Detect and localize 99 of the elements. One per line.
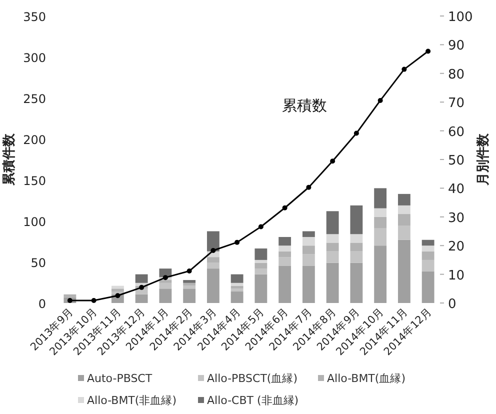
y2-tick-label: 90 bbox=[448, 38, 465, 54]
y-tick-label: 300 bbox=[23, 51, 46, 65]
point bbox=[234, 240, 240, 245]
bar bbox=[302, 246, 315, 254]
bar bbox=[278, 257, 292, 266]
bar bbox=[302, 231, 315, 237]
y-tick-label: 0 bbox=[38, 297, 46, 311]
point bbox=[258, 224, 264, 230]
bar bbox=[350, 242, 363, 252]
bar bbox=[422, 271, 434, 303]
point bbox=[115, 293, 120, 298]
bar bbox=[302, 266, 315, 303]
bar bbox=[422, 240, 434, 246]
bar bbox=[254, 268, 268, 274]
bar bbox=[398, 226, 410, 240]
bar bbox=[398, 240, 410, 303]
y2-tick-label: 20 bbox=[448, 240, 465, 255]
y2-tick-label: 0 bbox=[448, 297, 456, 312]
bar bbox=[159, 280, 172, 283]
bar bbox=[159, 282, 172, 289]
bar bbox=[326, 211, 339, 234]
point bbox=[186, 268, 192, 274]
y-tick-label: 150 bbox=[23, 174, 46, 188]
bar bbox=[326, 242, 339, 252]
point bbox=[210, 248, 216, 254]
y2-tick-label: 100 bbox=[448, 10, 473, 25]
bar bbox=[230, 292, 244, 303]
point bbox=[378, 98, 383, 103]
bar bbox=[350, 262, 363, 303]
y2-tick-label: 10 bbox=[448, 268, 465, 284]
point bbox=[139, 284, 144, 290]
bar bbox=[230, 282, 244, 286]
bar bbox=[374, 246, 387, 303]
point bbox=[330, 158, 336, 164]
bar bbox=[135, 294, 148, 303]
bar bbox=[230, 274, 244, 283]
point bbox=[354, 130, 359, 136]
bar bbox=[111, 288, 124, 292]
bar bbox=[135, 274, 148, 283]
legend-label: Auto-PBSCT bbox=[87, 372, 152, 385]
y-tick-label: 250 bbox=[23, 92, 46, 106]
bar bbox=[254, 260, 268, 263]
bar bbox=[302, 236, 315, 246]
bar bbox=[278, 251, 292, 258]
y-tick-label: 200 bbox=[23, 133, 46, 147]
bar bbox=[422, 246, 434, 252]
y2-tick-label: 60 bbox=[448, 124, 465, 140]
bar bbox=[302, 254, 315, 266]
bar bbox=[254, 274, 268, 303]
bar bbox=[206, 231, 220, 252]
legend-label: Allo-BMT(非血縁) bbox=[87, 394, 176, 407]
bar bbox=[374, 208, 387, 217]
bar bbox=[374, 188, 387, 208]
bar bbox=[374, 216, 387, 228]
bar bbox=[206, 262, 220, 269]
bar bbox=[326, 262, 339, 303]
point bbox=[306, 184, 312, 190]
bar bbox=[326, 251, 339, 263]
bar bbox=[398, 194, 410, 206]
bar bbox=[326, 234, 339, 243]
bar bbox=[254, 248, 268, 260]
point bbox=[426, 48, 431, 54]
bar bbox=[159, 288, 172, 303]
point bbox=[162, 275, 168, 280]
bar bbox=[206, 257, 220, 263]
bar bbox=[278, 246, 292, 252]
y2-tick-label: 30 bbox=[448, 210, 465, 226]
legend-label: Allo-BMT(血縁) bbox=[327, 372, 406, 385]
point bbox=[402, 66, 407, 72]
bar bbox=[183, 280, 196, 283]
y2-axis-title: 月別件数 bbox=[476, 132, 491, 186]
bar bbox=[374, 228, 387, 246]
bar bbox=[422, 260, 434, 272]
bar bbox=[183, 282, 196, 286]
legend-label: Allo-PBSCT(血縁) bbox=[207, 372, 298, 385]
y-axis-title: 累積件数 bbox=[2, 132, 17, 186]
y2-tick-label: 80 bbox=[448, 67, 465, 82]
bar bbox=[398, 205, 410, 214]
y2-tick-label: 40 bbox=[448, 182, 465, 198]
y2-tick-label: 70 bbox=[448, 96, 465, 112]
bar bbox=[254, 262, 268, 269]
bar bbox=[350, 205, 363, 234]
bar bbox=[64, 294, 76, 298]
y-tick-label: 100 bbox=[23, 215, 46, 229]
bar bbox=[422, 251, 434, 260]
point bbox=[282, 205, 288, 210]
bar bbox=[350, 251, 363, 263]
point bbox=[91, 298, 96, 304]
bar bbox=[278, 266, 292, 303]
y2-tick-label: 50 bbox=[448, 154, 465, 168]
annotation: 累積数 bbox=[282, 96, 327, 115]
bar bbox=[183, 288, 196, 303]
y-tick-label: 350 bbox=[23, 10, 46, 24]
bar bbox=[278, 236, 292, 246]
legend-label: Allo-CBT (非血縁) bbox=[207, 394, 299, 407]
bar bbox=[398, 214, 410, 226]
bar bbox=[206, 268, 220, 303]
bar bbox=[350, 234, 363, 243]
y-tick-label: 50 bbox=[30, 256, 46, 270]
